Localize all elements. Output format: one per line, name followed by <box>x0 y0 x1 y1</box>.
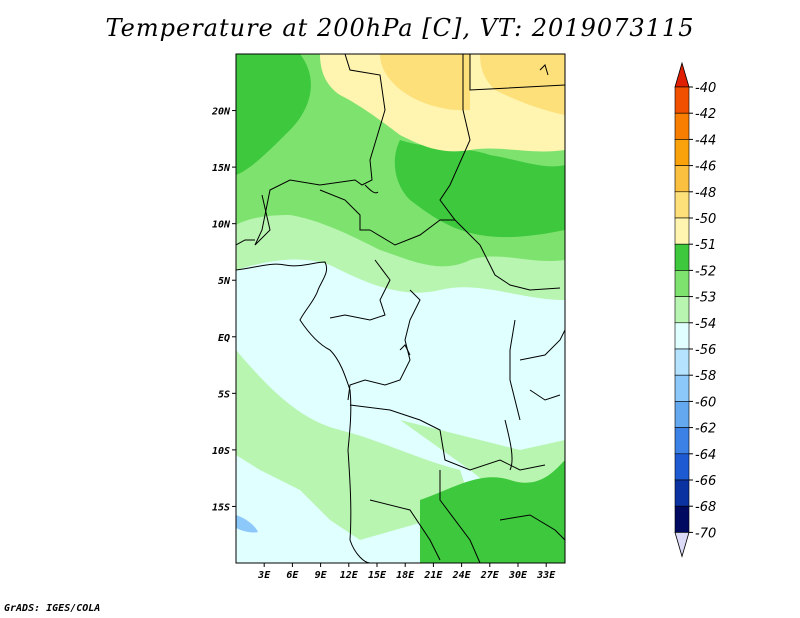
colorbar-label: -40 <box>695 81 716 96</box>
colorbar-label: -42 <box>695 107 716 122</box>
colorbar-label: -58 <box>695 369 716 384</box>
colorbar-label: -53 <box>695 291 716 306</box>
map-frame <box>235 53 566 564</box>
lon-label: 30E <box>508 570 528 581</box>
colorbar-segment <box>674 191 690 219</box>
colorbar-label: -44 <box>695 133 716 148</box>
colorbar-segment <box>674 86 690 114</box>
colorbar-label: -50 <box>695 212 716 227</box>
colorbar-label: -70 <box>695 526 716 541</box>
lon-label: 27E <box>480 570 500 581</box>
colorbar: -40 -42 -44 -46 -48 -50 -51 -52 -53 -54 -56 -58 -60 -… <box>674 61 716 558</box>
lon-label: 24E <box>452 570 472 581</box>
colorbar-segment <box>674 427 690 455</box>
lat-label: 10S <box>212 446 230 457</box>
lon-label: 3E <box>257 570 271 581</box>
colorbar-segment <box>674 479 690 507</box>
lat-label: 15N <box>212 163 231 174</box>
colorbar-bottom-arrow <box>674 532 690 558</box>
lat-label: EQ <box>218 333 230 344</box>
colorbar-label: -68 <box>695 500 716 515</box>
colorbar-label: -54 <box>695 317 716 332</box>
colorbar-segment <box>674 139 690 166</box>
map-title: Temperature at 200hPa [C], VT: 201907311… <box>105 14 695 42</box>
colorbar-segment <box>674 296 690 324</box>
colorbar-segment <box>674 401 690 428</box>
lon-label: 12E <box>340 570 359 581</box>
colorbar-label: -48 <box>695 186 716 201</box>
colorbar-segment <box>674 165 690 193</box>
colorbar-label: -60 <box>695 395 716 410</box>
lon-label: 9E <box>315 570 328 581</box>
lat-label: 10N <box>212 220 231 231</box>
colorbar-label: -51 <box>695 238 716 253</box>
grads-credit: GrADS: IGES/COLA <box>4 603 101 614</box>
lon-label: 6E <box>286 570 299 581</box>
lon-label: 15E <box>368 570 387 581</box>
colorbar-segment <box>674 243 690 271</box>
colorbar-segment <box>674 322 690 350</box>
colorbar-label: -64 <box>695 448 716 463</box>
lat-label: 5S <box>218 389 230 400</box>
lon-label: 21E <box>423 570 443 581</box>
temperature-fill <box>236 54 565 563</box>
lon-label: 33E <box>536 570 556 581</box>
lat-label: 20N <box>211 107 231 118</box>
lat-label: 5N <box>218 276 231 287</box>
colorbar-label: -62 <box>695 422 716 437</box>
colorbar-segment <box>674 505 690 533</box>
lon-label: 18E <box>396 570 415 581</box>
colorbar-segment <box>674 374 690 402</box>
latitude-axis: 20N 15N 10N 5N EQ 5S 10S 15S <box>211 107 236 513</box>
colorbar-label: -66 <box>695 474 716 489</box>
colorbar-segment <box>674 217 690 245</box>
colorbar-segment <box>674 112 690 140</box>
longitude-axis: 3E 6E 9E 12E 15E 18E 21E 24E 27E 30E 33E <box>257 563 556 581</box>
colorbar-label: -56 <box>695 343 716 358</box>
colorbar-segment <box>674 270 690 297</box>
colorbar-segment <box>674 348 690 376</box>
colorbar-label: -52 <box>695 264 716 279</box>
lat-label: 15S <box>212 502 230 513</box>
colorbar-label: -46 <box>695 160 716 175</box>
country-borders <box>236 54 565 563</box>
colorbar-segment <box>674 453 690 481</box>
colorbar-top-arrow <box>674 61 690 88</box>
